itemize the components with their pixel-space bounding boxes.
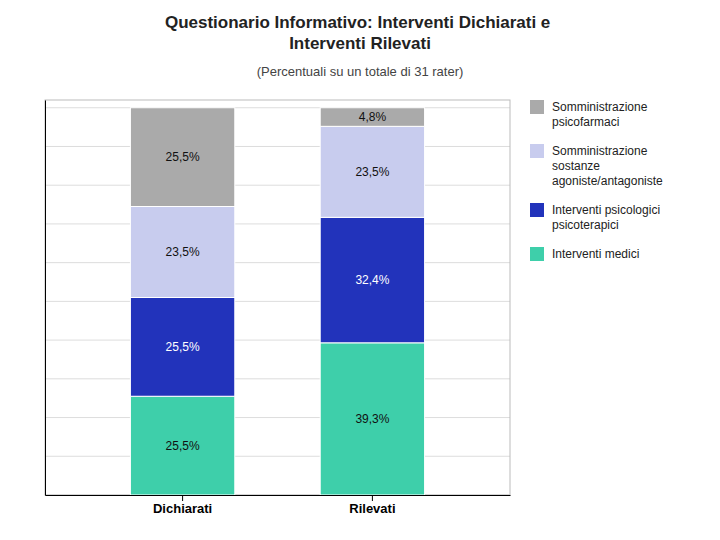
text-line: Questionario Informativo: Interventi Dic… xyxy=(165,13,550,32)
y-axis xyxy=(45,101,46,496)
plot-frame xyxy=(45,100,510,495)
bar xyxy=(130,108,234,207)
grid-line xyxy=(45,185,510,186)
legend-label: Interventi medici xyxy=(552,247,639,261)
grid-line xyxy=(45,417,510,418)
title: Questionario Informativo: Interventi Dic… xyxy=(165,13,555,53)
text-line: agoniste/antagoniste xyxy=(552,174,663,188)
legend-swatch xyxy=(530,203,544,217)
bar xyxy=(320,126,424,217)
grid-line xyxy=(45,146,510,147)
data-label: 25,5% xyxy=(166,439,200,453)
data-labels: 25,5% 39,3% 25,5% 32,4% 23,5% 23,5% 25,5% 4,8% xyxy=(166,110,390,453)
data-label: 25,5% xyxy=(166,150,200,164)
text-line: Somministrazione xyxy=(552,100,648,114)
text-line: Interventi Rilevati xyxy=(289,34,431,53)
grid-line xyxy=(45,223,510,224)
x-tick: Dichiarati xyxy=(153,495,212,516)
bar xyxy=(320,217,424,342)
x-tick-label: Dichiarati xyxy=(153,501,212,516)
x-tick-mark xyxy=(372,495,373,501)
text-line: psicofarmaci xyxy=(552,115,619,129)
plot: 25,5% 39,3% 25,5% 32,4% 23,5% 23,5% 25,5% 4,8% D… xyxy=(45,100,511,516)
legend-item: Somministrazione psicofarmaci xyxy=(530,100,651,129)
x-tick-mark xyxy=(182,495,183,501)
data-label: 25,5% xyxy=(166,340,200,354)
legend-label: Interventi psicologici psicoterapici xyxy=(552,203,663,232)
data-label: 39,3% xyxy=(355,412,389,426)
data-label: 4,8% xyxy=(359,110,387,124)
legend: Somministrazione psicofarmaciSomministra… xyxy=(530,100,663,261)
grid-line xyxy=(45,340,510,341)
data-label: 32,4% xyxy=(355,273,389,287)
y-axis-line xyxy=(45,101,46,496)
text-line: sostanze xyxy=(552,159,600,173)
chart: Questionario Informativo: Interventi Dic… xyxy=(0,0,720,540)
legend-swatch xyxy=(530,100,544,114)
bar xyxy=(130,396,234,495)
bar xyxy=(320,343,424,495)
grid-line xyxy=(45,301,510,302)
legend-swatch xyxy=(530,247,544,261)
legend-label: Somministrazione psicofarmaci xyxy=(552,100,651,129)
legend-swatch xyxy=(530,144,544,158)
legend-label: Somministrazione sostanze agoniste/antag… xyxy=(552,144,663,188)
legend-item: Interventi psicologici psicoterapici xyxy=(530,203,663,232)
bar xyxy=(320,108,424,127)
bar xyxy=(130,298,234,397)
text-line: Somministrazione xyxy=(552,144,648,158)
text-line: Interventi psicologici xyxy=(552,203,660,217)
text-line: Interventi medici xyxy=(552,247,639,261)
x-tick: Rilevati xyxy=(349,495,395,516)
x-axis: Dichiarati Rilevati xyxy=(46,495,511,516)
bar xyxy=(130,206,234,297)
data-label: 23,5% xyxy=(166,245,200,259)
text-line: psicoterapici xyxy=(552,218,619,232)
legend-item: Interventi medici xyxy=(530,247,639,261)
grid-line xyxy=(45,456,510,457)
bars xyxy=(130,108,424,495)
legend-item: Somministrazione sostanze agoniste/antag… xyxy=(530,144,663,188)
grid-line xyxy=(45,378,510,379)
grid-line xyxy=(45,107,510,108)
grid-line xyxy=(45,262,510,263)
grid xyxy=(45,108,510,495)
data-label: 23,5% xyxy=(355,165,389,179)
subtitle: (Percentuali su un totale di 31 rater) xyxy=(257,64,464,79)
x-tick-label: Rilevati xyxy=(349,501,395,516)
x-axis-line xyxy=(46,495,511,496)
